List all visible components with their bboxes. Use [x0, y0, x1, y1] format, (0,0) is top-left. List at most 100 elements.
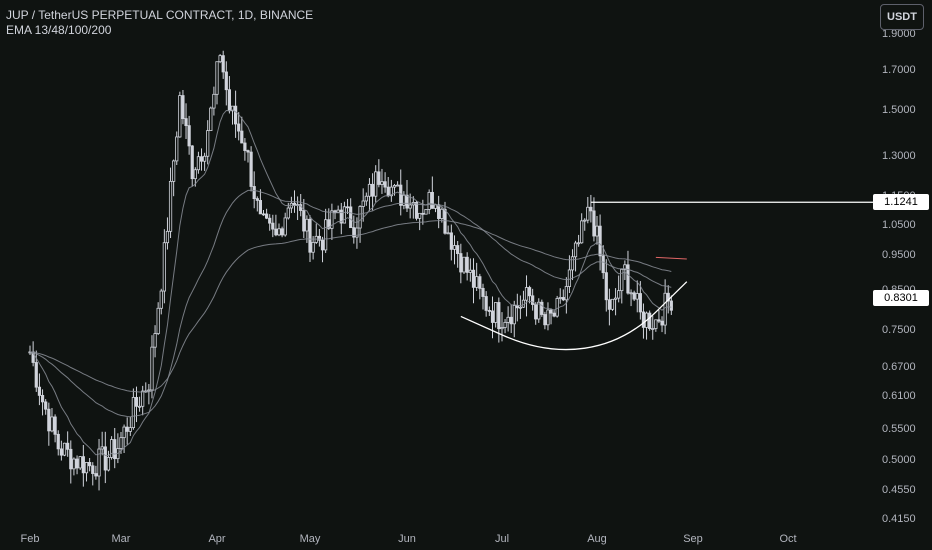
candle-body [669, 300, 673, 311]
candle-body [206, 130, 210, 157]
candle-body [268, 217, 272, 224]
candle-body [336, 209, 340, 214]
candle-body [280, 228, 284, 236]
candle-body [660, 320, 664, 326]
x-tick-label: Jul [495, 533, 509, 545]
candle-body [601, 255, 605, 274]
candle-body [324, 219, 328, 251]
y-tick-label: 0.4550 [882, 484, 916, 496]
candle-body [471, 269, 476, 288]
candle-body [408, 204, 412, 209]
candle-body [598, 225, 602, 257]
candle-body [475, 276, 479, 288]
candle-body [506, 316, 510, 323]
candle-body [361, 200, 365, 207]
y-tick-label: 0.7500 [882, 324, 916, 336]
candle-body [240, 130, 244, 144]
level-price-tag: 1.1241 [873, 194, 929, 210]
candle-body [106, 457, 111, 471]
candle-body [227, 89, 231, 112]
candle-body [503, 321, 507, 328]
candle-body [540, 301, 544, 315]
candle-body [237, 123, 241, 132]
candle-body [564, 286, 568, 301]
candle-body [430, 191, 434, 209]
candle-body [100, 446, 104, 450]
candle-body [465, 256, 469, 273]
candle-body [113, 439, 117, 460]
candle-body [230, 105, 235, 112]
candle-body [75, 458, 79, 469]
candle-body [134, 397, 139, 407]
y-tick-label: 0.6100 [882, 390, 916, 402]
candle-body [617, 290, 621, 299]
candle-body [589, 206, 593, 212]
candle-body [274, 228, 278, 236]
candle-body [527, 287, 532, 297]
candle-body [613, 297, 618, 300]
candle-body [537, 301, 541, 320]
candle-body [462, 256, 466, 273]
candle-body [583, 219, 587, 222]
candle-body [629, 292, 633, 295]
candle-body [512, 305, 516, 325]
candle-body [249, 151, 253, 187]
candle-body [487, 310, 491, 312]
candle-body [577, 242, 581, 245]
y-tick-label: 1.3000 [882, 150, 916, 162]
candle-body [657, 319, 661, 322]
candle-body [40, 395, 45, 403]
y-tick-label: 0.9500 [882, 249, 916, 261]
chart-header: JUP / TetherUS PERPETUAL CONTRACT, 1D, B… [6, 8, 313, 38]
candle-body [252, 186, 256, 200]
candle-body [168, 180, 173, 232]
candle-body [481, 287, 485, 297]
y-tick-label: 0.5500 [882, 423, 916, 435]
candle-body [97, 448, 101, 477]
candle-body [184, 118, 188, 127]
candle-body [34, 362, 38, 388]
candle-body [364, 195, 368, 202]
x-tick-label: Sep [683, 533, 703, 545]
candle-body [543, 314, 547, 326]
y-tick-label: 0.5000 [882, 454, 916, 466]
rounding-bottom-curve[interactable] [460, 281, 688, 351]
candle-body [561, 297, 565, 301]
candle-body [181, 95, 185, 120]
x-tick-label: Jun [398, 533, 416, 545]
candle-body [433, 204, 438, 209]
candle-body [459, 253, 463, 273]
candle-body [147, 389, 151, 392]
indicator-label[interactable]: EMA 13/48/100/200 [6, 23, 112, 37]
candle-body [218, 55, 222, 63]
candle-body [392, 185, 397, 188]
candle-body [418, 212, 422, 219]
candle-body [595, 225, 599, 237]
candle-body [389, 186, 393, 197]
candle-body [573, 242, 578, 258]
candle-body [342, 206, 347, 224]
candle-body [456, 245, 460, 254]
trend-segment[interactable] [655, 256, 687, 260]
candle-body [610, 298, 615, 310]
candle-body [358, 206, 362, 229]
candle-body [427, 191, 431, 210]
candle-body [159, 290, 163, 309]
candle-body [468, 269, 472, 273]
candle-body [50, 416, 54, 432]
candles [28, 50, 673, 491]
candle-body [44, 401, 48, 410]
candle-body [150, 346, 154, 391]
candle-body [141, 390, 145, 407]
candle-body [638, 293, 642, 313]
candle-body [119, 437, 123, 450]
candle-body [651, 328, 655, 330]
currency-button[interactable]: USDT [880, 4, 924, 30]
candle-body [623, 264, 627, 270]
candle-body [209, 107, 213, 132]
candle-body [607, 299, 611, 310]
candle-body [62, 442, 67, 456]
candle-body [635, 293, 639, 300]
candle-body [632, 292, 636, 300]
